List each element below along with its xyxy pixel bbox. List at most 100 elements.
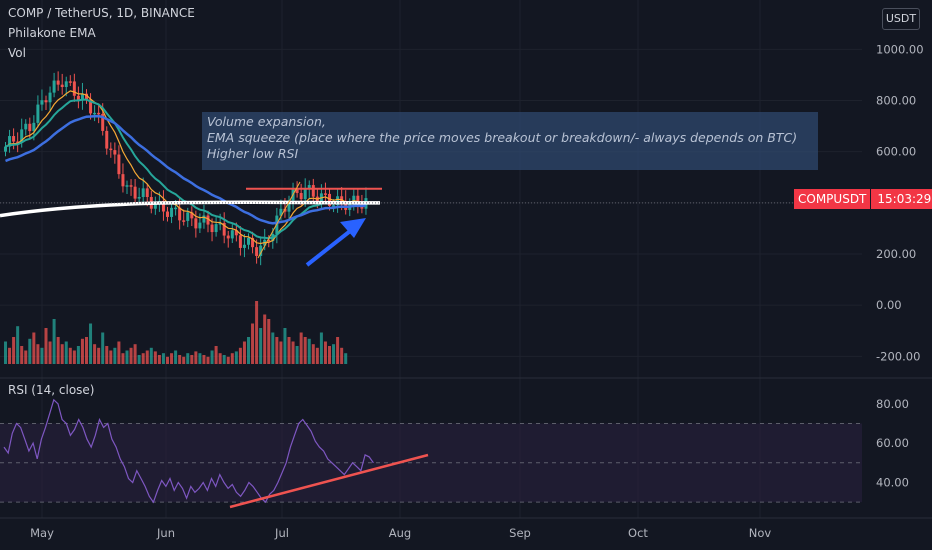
candle-body bbox=[137, 196, 141, 199]
candle-body bbox=[44, 100, 48, 103]
candle-body bbox=[101, 113, 105, 131]
volume-bar bbox=[24, 350, 28, 364]
candle-body bbox=[166, 211, 169, 217]
time-tick-label: Jun bbox=[156, 526, 175, 540]
time-tick-label: Nov bbox=[749, 526, 772, 540]
candle-body bbox=[24, 123, 28, 130]
volume-bar bbox=[271, 332, 275, 364]
volume-bar bbox=[255, 301, 259, 364]
candle-body bbox=[121, 174, 125, 187]
volume-bar bbox=[137, 355, 141, 364]
rsi-band-background bbox=[0, 423, 862, 503]
candle-body bbox=[60, 84, 64, 88]
candle-body bbox=[161, 200, 165, 212]
candle-body bbox=[247, 237, 250, 245]
volume-bar bbox=[319, 332, 323, 364]
volume-bar bbox=[89, 323, 93, 364]
volume-bar bbox=[174, 350, 178, 364]
price-tick-label: 200.00 bbox=[876, 247, 916, 261]
indicator-rsi-label[interactable]: RSI (14, close) bbox=[8, 383, 95, 397]
candle-body bbox=[80, 93, 84, 101]
volume-bar bbox=[85, 337, 88, 364]
candle-body bbox=[186, 212, 190, 221]
volume-bar bbox=[242, 341, 246, 364]
candle-body bbox=[52, 80, 56, 93]
candle-body bbox=[72, 81, 76, 96]
candle-body bbox=[89, 99, 93, 114]
candle-body bbox=[4, 146, 7, 152]
volume-bar bbox=[105, 346, 109, 364]
volume-bar bbox=[182, 356, 186, 364]
candle-body bbox=[332, 205, 336, 207]
candle-body bbox=[153, 204, 157, 209]
volume-bar bbox=[328, 346, 331, 364]
volume-bar bbox=[287, 337, 291, 364]
volume-bar bbox=[141, 353, 145, 364]
candle-body bbox=[97, 112, 101, 115]
volume-bar bbox=[170, 353, 174, 364]
volume-bar bbox=[291, 341, 295, 364]
volume-bar bbox=[259, 328, 263, 364]
volume-bar bbox=[303, 337, 307, 364]
volume-bar bbox=[336, 337, 340, 364]
currency-button[interactable]: USDT bbox=[882, 8, 920, 30]
candle-body bbox=[259, 245, 263, 256]
volume-bar bbox=[279, 341, 283, 364]
volume-bar bbox=[145, 350, 149, 364]
candle-body bbox=[76, 95, 80, 101]
price-badge-countdown: 15:03:29 bbox=[871, 189, 932, 209]
volume-bar bbox=[340, 347, 344, 364]
candle-body bbox=[145, 188, 149, 198]
volume-bar bbox=[299, 332, 303, 364]
rsi-series-line bbox=[3, 398, 374, 504]
candle-body bbox=[190, 212, 194, 219]
candle-body bbox=[16, 141, 20, 144]
candle-body bbox=[251, 237, 255, 248]
volume-bar bbox=[28, 338, 32, 364]
annotation-note[interactable]: Volume expansion, EMA squeeze (place whe… bbox=[202, 112, 818, 170]
candle-body bbox=[170, 207, 174, 217]
candle-body bbox=[113, 150, 117, 155]
price-tick-label: 1000.00 bbox=[876, 42, 924, 56]
volume-bar bbox=[93, 344, 97, 364]
candle-body bbox=[56, 80, 60, 85]
candle-body bbox=[242, 244, 246, 248]
volume-bar bbox=[56, 337, 60, 364]
volume-bar bbox=[275, 337, 279, 364]
volume-bar bbox=[133, 344, 137, 364]
indicator-ema-label[interactable]: Philakone EMA bbox=[8, 26, 96, 40]
candle-body bbox=[20, 129, 24, 143]
volume-bar bbox=[214, 346, 218, 364]
volume-bar bbox=[32, 332, 36, 364]
candle-body bbox=[202, 215, 206, 223]
rsi-trendline bbox=[229, 453, 429, 509]
volume-bar bbox=[16, 326, 20, 364]
rsi-tick-label: 60.00 bbox=[876, 436, 909, 450]
volume-bar bbox=[44, 328, 48, 364]
volume-bar bbox=[251, 323, 255, 364]
volume-bar bbox=[125, 350, 129, 364]
volume-bar bbox=[311, 344, 315, 364]
volume-bar bbox=[238, 347, 242, 364]
volume-bar bbox=[263, 314, 267, 364]
candle-body bbox=[311, 185, 315, 197]
candle-body bbox=[117, 154, 121, 175]
candle-body bbox=[174, 207, 178, 210]
volume-bar bbox=[113, 347, 117, 364]
volume-bar bbox=[64, 341, 68, 364]
candle-body bbox=[230, 230, 234, 239]
volume-bar bbox=[157, 355, 161, 364]
candle-body bbox=[356, 195, 360, 205]
candle-body bbox=[299, 193, 303, 200]
candle-body bbox=[287, 200, 291, 212]
rsi-tick-label: 40.00 bbox=[876, 475, 909, 489]
indicator-volume-label[interactable]: Vol bbox=[8, 46, 26, 60]
candle-body bbox=[226, 235, 230, 239]
rsi-line bbox=[3, 398, 374, 504]
volume-bar bbox=[60, 344, 64, 364]
volume-bar bbox=[117, 341, 121, 364]
volume-bar bbox=[161, 353, 165, 364]
breakout-arrow bbox=[305, 226, 356, 267]
volume-bar bbox=[247, 337, 250, 364]
volume-bar bbox=[234, 351, 238, 364]
